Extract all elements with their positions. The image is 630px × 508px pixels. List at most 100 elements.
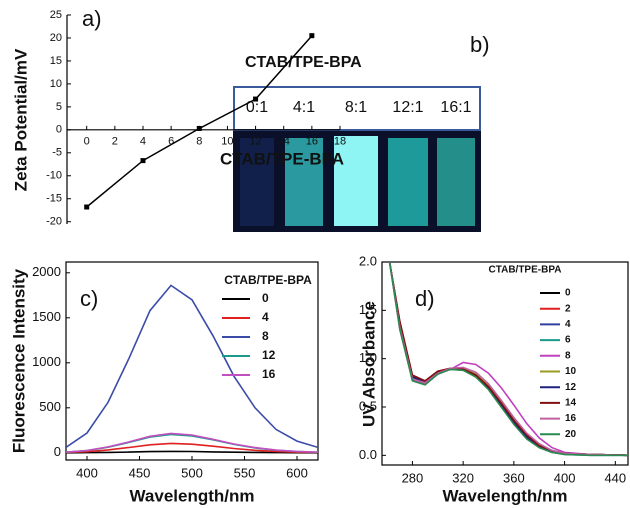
series-line bbox=[66, 450, 318, 454]
label-strip bbox=[233, 86, 481, 131]
legend-label: 8 bbox=[262, 329, 269, 343]
marker bbox=[84, 204, 90, 210]
y-tick-label: 1000 bbox=[32, 354, 61, 369]
series-line bbox=[66, 442, 318, 454]
y-tick-label: -5 bbox=[52, 147, 62, 159]
x-tick-label: 6 bbox=[168, 136, 174, 148]
legend-title: CTAB/TPE-BPA bbox=[489, 265, 562, 276]
legend-label: 8 bbox=[565, 350, 571, 361]
y-tick-label: 5 bbox=[56, 101, 62, 113]
x-tick-label: 14 bbox=[278, 136, 290, 148]
legend-label: 20 bbox=[565, 429, 577, 440]
x-tick-label: 550 bbox=[234, 465, 256, 480]
plot-area bbox=[66, 284, 318, 454]
y-axis-title: UV Absorbance bbox=[359, 301, 378, 427]
legend-label: 12 bbox=[262, 348, 276, 362]
legend-label: 12 bbox=[565, 382, 577, 393]
ratio-label: 12:1 bbox=[392, 99, 423, 116]
legend-label: 0 bbox=[262, 291, 269, 305]
y-tick-label: 1.5 bbox=[359, 302, 377, 317]
y-tick-label: 2.0 bbox=[359, 253, 377, 268]
legend-label: 16 bbox=[565, 413, 577, 424]
x-axis-title: Wavelength/nm bbox=[443, 486, 568, 505]
x-tick-label: 280 bbox=[402, 470, 424, 485]
y-tick-label: -20 bbox=[46, 216, 62, 228]
x-axis-title: Wavelength/nm bbox=[130, 486, 255, 505]
plot-area bbox=[388, 262, 628, 457]
vial bbox=[388, 138, 428, 226]
legend-label: 2 bbox=[565, 303, 571, 314]
x-tick-label: 4 bbox=[140, 136, 146, 148]
vial bbox=[240, 138, 274, 226]
legend-label: 4 bbox=[565, 319, 571, 330]
x-tick-label: 320 bbox=[452, 470, 474, 485]
legend-label: 10 bbox=[565, 366, 577, 377]
y-tick-label: 1500 bbox=[32, 309, 61, 324]
x-tick-label: 500 bbox=[181, 465, 203, 480]
y-tick-label: -15 bbox=[46, 193, 62, 205]
panel-label: c) bbox=[80, 286, 98, 311]
x-tick-label: 400 bbox=[554, 470, 576, 485]
ratio-label: 4:1 bbox=[293, 99, 315, 116]
series-line bbox=[388, 262, 628, 457]
y-tick-label: 1.0 bbox=[359, 350, 377, 365]
series-line bbox=[66, 432, 318, 453]
photo-panel: b) CTAB/TPE-BPA 0:1 4:1 8:1 12:1 16:1 bbox=[233, 32, 490, 232]
y-tick-label: -10 bbox=[46, 170, 62, 182]
x-tick-label: 2 bbox=[112, 136, 118, 148]
x-tick-label: 0 bbox=[84, 136, 90, 148]
x-tick-label: 18 bbox=[334, 136, 346, 148]
y-tick-label: 15 bbox=[50, 55, 62, 67]
y-tick-label: 0.0 bbox=[359, 447, 377, 462]
x-tick-label: 440 bbox=[604, 470, 626, 485]
x-tick-label: 8 bbox=[196, 136, 202, 148]
legend-title: CTAB/TPE-BPA bbox=[224, 273, 312, 287]
y-tick-label: 20 bbox=[50, 32, 62, 44]
ratio-label: 8:1 bbox=[345, 99, 367, 116]
ratio-label: 16:1 bbox=[440, 99, 471, 116]
x-tick-label: 10 bbox=[221, 136, 233, 148]
x-axis-title: CTAB/TPE-BPA bbox=[220, 149, 344, 168]
panel-label: a) bbox=[82, 6, 102, 31]
y-tick-label: 2000 bbox=[32, 264, 61, 279]
vial bbox=[437, 138, 475, 226]
legend-label: 6 bbox=[565, 335, 571, 346]
y-tick-label: 0 bbox=[54, 444, 61, 459]
x-tick-label: 450 bbox=[129, 465, 151, 480]
series-line bbox=[388, 262, 628, 457]
x-tick-label: 360 bbox=[503, 470, 525, 485]
marker bbox=[196, 125, 202, 131]
x-tick-label: 16 bbox=[306, 136, 318, 148]
x-tick-label: 600 bbox=[286, 465, 308, 480]
vial bbox=[285, 138, 323, 226]
marker bbox=[253, 96, 259, 102]
marker bbox=[140, 158, 146, 164]
legend-label: 14 bbox=[565, 398, 577, 409]
plot-area bbox=[84, 33, 315, 210]
y-tick-label: 500 bbox=[39, 399, 61, 414]
y-tick-label: 0.5 bbox=[359, 398, 377, 413]
y-tick-label: 0 bbox=[56, 124, 62, 136]
chart: 0 2 4 6 8 10 12 14 16 18 -20 -15 -10 -5 0 5 10 15 20 25 a) CT… bbox=[11, 6, 346, 228]
ratio-label: 0:1 bbox=[246, 99, 268, 116]
vial bbox=[334, 136, 378, 226]
x-tick-label: 400 bbox=[76, 465, 98, 480]
marker bbox=[309, 33, 315, 39]
series-line bbox=[66, 284, 318, 449]
panel-label: b) bbox=[470, 32, 490, 57]
series-line bbox=[388, 262, 628, 457]
x-tick-label: 12 bbox=[249, 136, 261, 148]
y-axis-title: Zeta Potential/mV bbox=[11, 48, 30, 191]
legend-label: 4 bbox=[262, 310, 269, 324]
plot-frame bbox=[65, 261, 319, 461]
plot-frame bbox=[381, 261, 629, 466]
legend-label: 16 bbox=[262, 367, 276, 381]
y-tick-label: 25 bbox=[50, 9, 62, 21]
photo-title: CTAB/TPE-BPA bbox=[245, 54, 362, 71]
y-axis-title: Fluorescence Intensity bbox=[9, 268, 28, 453]
chart: 280 320 360 400 440 0.0 0.5 1.0 1.5 2.0 d) Waveleng… bbox=[359, 253, 629, 505]
panel-label: d) bbox=[415, 286, 435, 311]
y-tick-label: 10 bbox=[50, 78, 62, 90]
